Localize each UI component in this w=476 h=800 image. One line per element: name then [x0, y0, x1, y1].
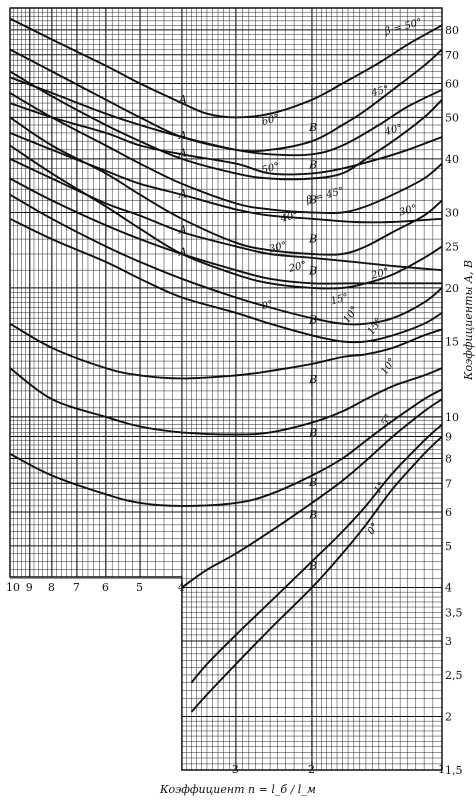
y-tick-label: 4: [445, 581, 452, 594]
y-tick-label: 8: [445, 452, 452, 465]
y-tick-label: 80: [445, 24, 459, 37]
x-axis-label: Коэффициент n = l_б / l_м: [159, 783, 316, 796]
curve-label-a: A: [178, 246, 187, 259]
y-tick-label: 7: [445, 477, 452, 490]
curve-series-11: [9, 193, 443, 326]
y-tick-label: 9: [445, 431, 452, 444]
angle-label: 15°: [330, 292, 350, 307]
curve-series-1: [9, 76, 443, 157]
curve-label-b: B: [308, 508, 317, 521]
curve-label-a: A: [178, 188, 187, 201]
curve-series-0: [9, 17, 443, 119]
curve-label-a: A: [178, 147, 187, 160]
angle-label: 60°: [261, 113, 281, 128]
angle-label: 45°: [369, 84, 390, 99]
y-tick-label: 70: [445, 49, 459, 62]
y-tick-label: 30: [445, 206, 459, 219]
curve-label-b: B: [308, 233, 317, 246]
angle-label: 40°: [279, 210, 300, 225]
x-tick-label: 5: [136, 581, 143, 594]
curve-series-7: [9, 70, 443, 181]
angle-label: 0°: [366, 521, 382, 537]
y-tick-label: 3: [445, 635, 452, 648]
curve-series-17: [190, 423, 443, 684]
y-tick-label: 2,5: [445, 669, 463, 682]
curve-label-a: A: [178, 129, 187, 142]
axis-labels: 10 9 8 7 6 5 4 3 2 1 80 70 60 50 40 30 25 20 15 10 9 8 7 6 5 4 3,5…: [6, 24, 463, 777]
curve-label-b: B: [308, 373, 317, 386]
x-tick-label: 7: [73, 581, 80, 594]
y-tick-label: 60: [445, 77, 459, 90]
x-tick-label: 2: [308, 763, 315, 776]
y-tick-label: 20: [445, 282, 459, 295]
angle-label: 30°: [398, 203, 418, 218]
curve-series-8: [9, 92, 443, 215]
grid: [9, 7, 443, 771]
angle-label: 20°: [287, 260, 308, 275]
curve-label-b: B: [308, 193, 317, 206]
y-tick-label: 2: [445, 710, 452, 723]
curve-series-15: [9, 388, 443, 507]
x-tick-label: 3: [232, 763, 239, 776]
curve-series-16: [181, 398, 443, 589]
y-tick-label: 1,5: [445, 764, 463, 777]
angle-label: 1°: [372, 480, 388, 496]
x-tick-label: 4: [178, 581, 185, 594]
y-tick-label: 40: [445, 153, 459, 166]
curve-label-b: B: [308, 121, 317, 134]
y-tick-label: 25: [445, 240, 459, 253]
curve-series-6: [9, 48, 443, 153]
x-tick-label: 10: [6, 581, 20, 594]
y-tick-label: 10: [445, 411, 459, 424]
y-tick-label: 50: [445, 111, 459, 124]
angle-label: 30°: [268, 240, 288, 255]
curve-label-b: B: [308, 427, 317, 440]
curve-label-b: B: [308, 476, 317, 489]
y-axis-label: Коэффициенты A, B: [462, 260, 475, 381]
curve-series-18: [190, 435, 443, 713]
curve-series-10: [9, 144, 443, 290]
curve-series-14: [9, 367, 443, 436]
angle-label: 0°: [261, 299, 275, 313]
x-tick-label: 1: [438, 763, 445, 776]
x-tick-label: 6: [102, 581, 109, 594]
plot-frame: [9, 7, 443, 771]
y-tick-label: 15: [445, 335, 459, 348]
curve-label-a: A: [178, 93, 187, 106]
y-tick-label: 3,5: [445, 606, 463, 619]
curve-label-b: B: [308, 264, 317, 277]
curve-label-b: B: [308, 158, 317, 171]
curve-label-a: A: [178, 223, 187, 236]
angle-label: 40°: [383, 123, 404, 138]
curve-label-b: B: [308, 560, 317, 573]
curve-label-b: B: [308, 314, 317, 327]
x-tick-label: 9: [26, 581, 33, 594]
curve-series-9: [9, 116, 443, 256]
curves: [9, 17, 443, 713]
y-tick-label: 6: [445, 506, 452, 519]
curve-series-12: [9, 217, 443, 344]
curve-series-2: [9, 102, 443, 176]
angle-label: 50°: [261, 161, 281, 176]
x-tick-label: 8: [48, 581, 55, 594]
curve-series-13: [9, 322, 443, 380]
angle-label: 5°: [379, 413, 395, 429]
y-tick-label: 5: [445, 540, 452, 553]
angle-label: 20°: [369, 267, 390, 282]
